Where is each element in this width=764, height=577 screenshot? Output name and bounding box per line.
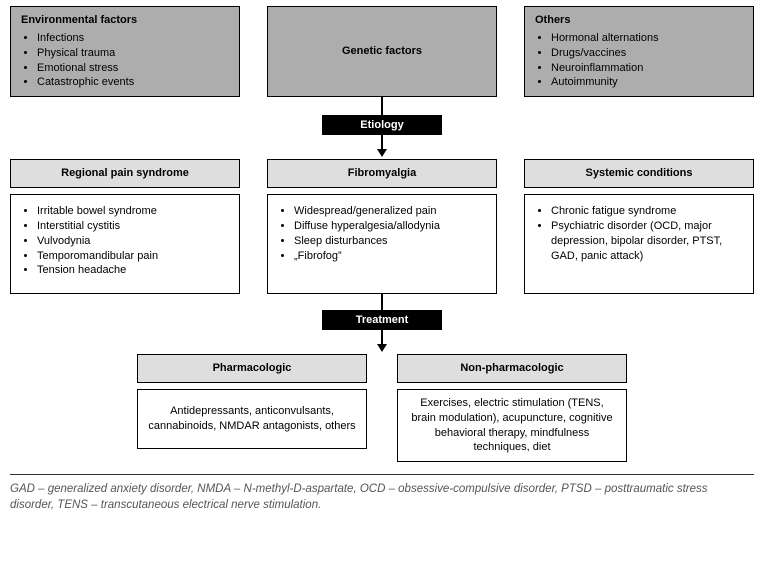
treatment-label: Treatment bbox=[322, 310, 442, 330]
others-box: Others Hormonal alternations Drugs/vacci… bbox=[524, 6, 754, 97]
nonpharm-title: Non-pharmacologic bbox=[397, 354, 627, 383]
nonpharm-body: Exercises, electric stimulation (TENS, b… bbox=[397, 389, 627, 462]
fibro-content: Widespread/generalized pain Diffuse hype… bbox=[267, 194, 497, 294]
abbreviations-caption: GAD – generalized anxiety disorder, NMDA… bbox=[10, 481, 754, 513]
etiology-label-wrap: Etiology bbox=[10, 115, 754, 157]
list-item: Irritable bowel syndrome bbox=[37, 204, 229, 219]
list-item: Vulvodynia bbox=[37, 234, 229, 249]
systemic-title: Systemic conditions bbox=[524, 159, 754, 188]
list-item: Diffuse hyperalgesia/allodynia bbox=[294, 219, 486, 234]
treatment-row: Pharmacologic Antidepressants, anticonvu… bbox=[10, 354, 754, 462]
list-item: Psychiatric disorder (OCD, major depress… bbox=[551, 219, 743, 264]
regional-col: Regional pain syndrome Irritable bowel s… bbox=[10, 159, 240, 294]
fibromyalgia-col: Fibromyalgia Widespread/generalized pain… bbox=[267, 159, 497, 294]
regional-list: Irritable bowel syndrome Interstitial cy… bbox=[21, 204, 229, 278]
fibro-title: Fibromyalgia bbox=[267, 159, 497, 188]
list-item: Temporomandibular pain bbox=[37, 249, 229, 264]
arrow-down-icon bbox=[377, 149, 387, 157]
systemic-list: Chronic fatigue syndrome Psychiatric dis… bbox=[535, 204, 743, 263]
list-item: Chronic fatigue syndrome bbox=[551, 204, 743, 219]
regional-content: Irritable bowel syndrome Interstitial cy… bbox=[10, 194, 240, 294]
list-item: Sleep disturbances bbox=[294, 234, 486, 249]
connector bbox=[10, 294, 754, 310]
etiology-label: Etiology bbox=[322, 115, 442, 135]
systemic-content: Chronic fatigue syndrome Psychiatric dis… bbox=[524, 194, 754, 294]
treatment-label-wrap: Treatment bbox=[10, 310, 754, 352]
fibro-list: Widespread/generalized pain Diffuse hype… bbox=[278, 204, 486, 263]
pharm-body: Antidepressants, anticonvulsants, cannab… bbox=[137, 389, 367, 449]
nonpharmacologic-col: Non-pharmacologic Exercises, electric st… bbox=[397, 354, 627, 462]
list-item: „Fibrofog” bbox=[294, 249, 486, 264]
genetic-factors-box: Genetic factors bbox=[267, 6, 497, 97]
caption-divider bbox=[10, 474, 754, 475]
list-item: Widespread/generalized pain bbox=[294, 204, 486, 219]
vline bbox=[381, 97, 383, 115]
connector bbox=[10, 97, 754, 115]
list-item: Hormonal alternations bbox=[551, 31, 743, 46]
others-title: Others bbox=[535, 13, 743, 28]
pharm-title: Pharmacologic bbox=[137, 354, 367, 383]
environmental-factors-box: Environmental factors Infections Physica… bbox=[10, 6, 240, 97]
others-list: Hormonal alternations Drugs/vaccines Neu… bbox=[535, 31, 743, 90]
vline bbox=[381, 294, 383, 310]
conditions-row: Regional pain syndrome Irritable bowel s… bbox=[10, 159, 754, 294]
list-item: Drugs/vaccines bbox=[551, 46, 743, 61]
list-item: Physical trauma bbox=[37, 46, 229, 61]
list-item: Autoimmunity bbox=[551, 75, 743, 90]
list-item: Emotional stress bbox=[37, 61, 229, 76]
vline bbox=[381, 330, 383, 344]
etiology-factors-row: Environmental factors Infections Physica… bbox=[10, 6, 754, 97]
vline bbox=[381, 135, 383, 149]
list-item: Tension headache bbox=[37, 263, 229, 278]
list-item: Interstitial cystitis bbox=[37, 219, 229, 234]
arrow-down-icon bbox=[377, 344, 387, 352]
env-list: Infections Physical trauma Emotional str… bbox=[21, 31, 229, 90]
pharmacologic-col: Pharmacologic Antidepressants, anticonvu… bbox=[137, 354, 367, 462]
env-title: Environmental factors bbox=[21, 13, 229, 28]
genetic-title: Genetic factors bbox=[342, 44, 422, 59]
regional-title: Regional pain syndrome bbox=[10, 159, 240, 188]
list-item: Neuroinflammation bbox=[551, 61, 743, 76]
list-item: Catastrophic events bbox=[37, 75, 229, 90]
list-item: Infections bbox=[37, 31, 229, 46]
systemic-col: Systemic conditions Chronic fatigue synd… bbox=[524, 159, 754, 294]
